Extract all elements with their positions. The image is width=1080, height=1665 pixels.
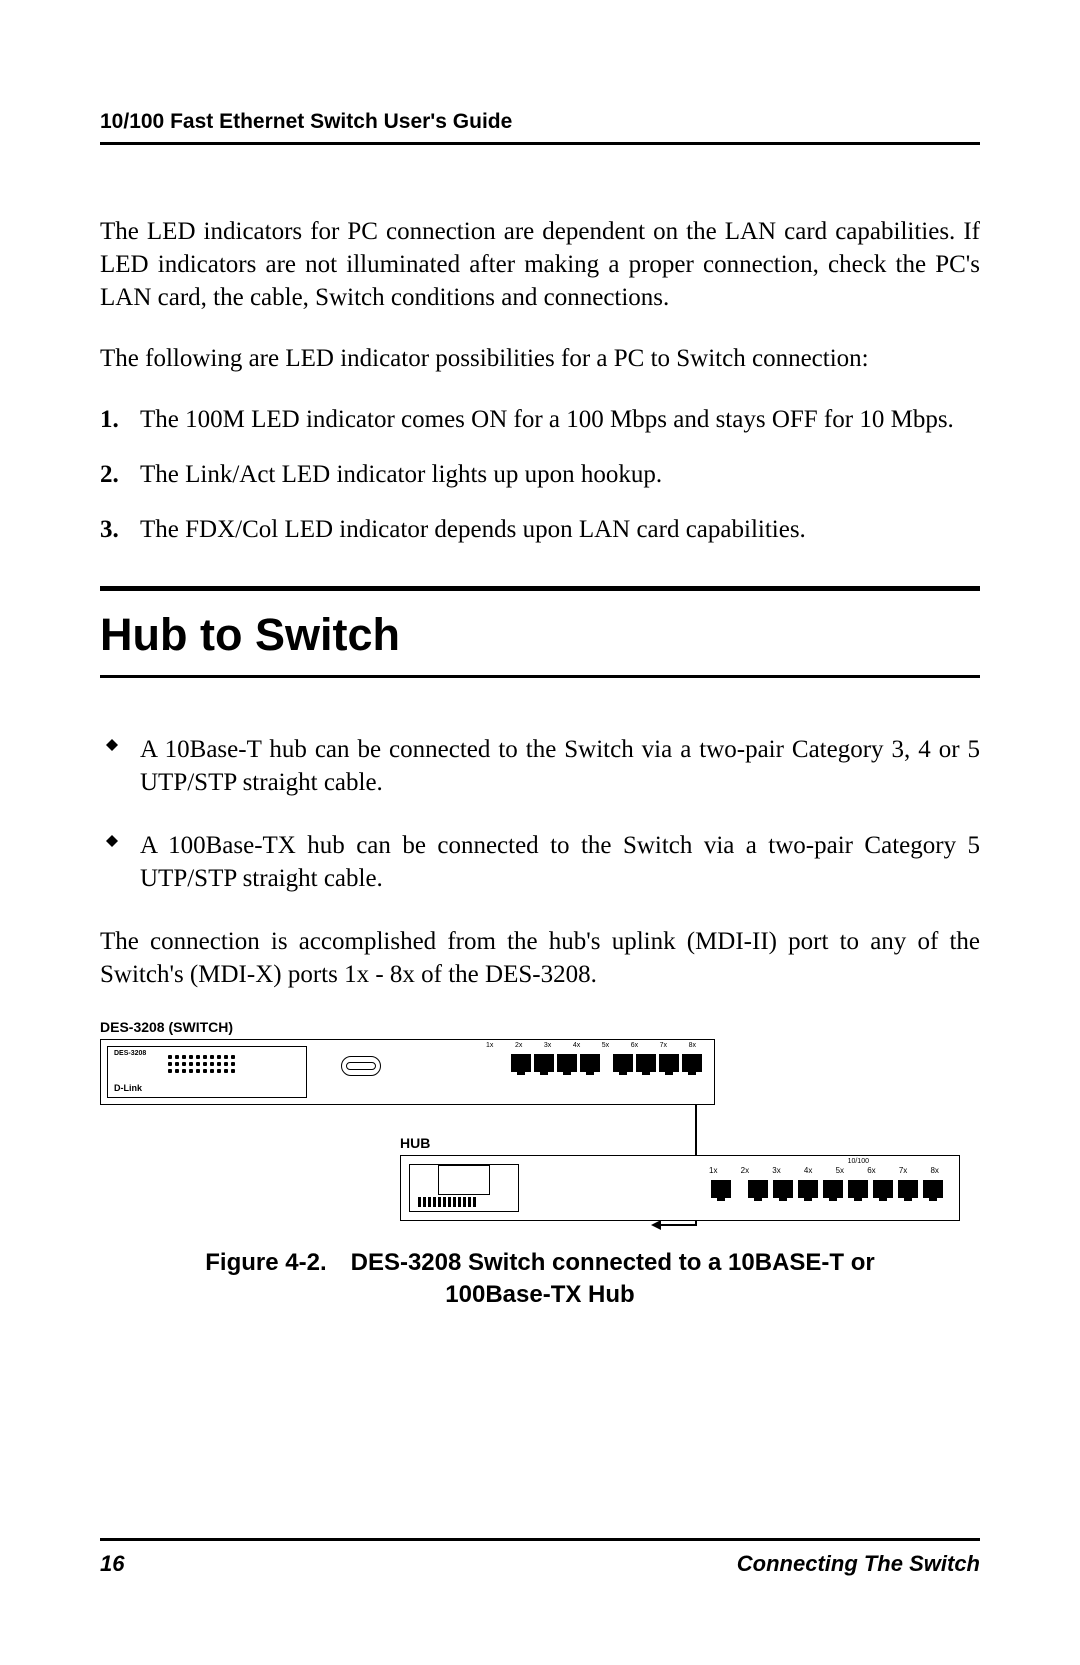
list-text: The 100M LED indicator comes ON for a 10… [140,406,954,433]
rj45-port-icon [773,1180,793,1198]
rj45-port-icon [923,1180,943,1198]
list-text: The Link/Act LED indicator lights up upo… [140,461,662,488]
rj45-port-icon [613,1054,633,1072]
hub-speed-label: 10/100 [848,1158,869,1165]
footer-section: Connecting The Switch [737,1551,980,1577]
rj45-uplink-port-icon [711,1180,731,1198]
list-text: A 100Base-TX hub can be connected to the… [140,832,980,892]
numbered-list: 1. The 100M LED indicator comes ON for a … [100,403,980,546]
rj45-port-icon [557,1054,577,1072]
rj45-port-icon [873,1180,893,1198]
rj45-port-icon [823,1180,843,1198]
list-item: 3. The FDX/Col LED indicator depends upon… [100,513,980,546]
switch-device: DES-3208 D-Link 1x2x3x4x 5x6x7x8x [100,1039,715,1105]
list-item: A 10Base-T hub can be connected to the S… [100,733,980,799]
figure-caption: Figure 4-2. DES-3208 Switch connected to… [100,1247,980,1312]
diamond-bullet-icon [106,739,118,751]
paragraph-intro: The LED indicators for PC connection are… [100,215,980,314]
led-grid-icon [168,1055,235,1073]
rj45-port-icon [636,1054,656,1072]
list-item: A 100Base-TX hub can be connected to the… [100,829,980,895]
page-number: 16 [100,1551,124,1577]
switch-front-panel: DES-3208 D-Link [107,1046,307,1098]
list-text: A 10Base-T hub can be connected to the S… [140,736,980,796]
page-footer: 16 Connecting The Switch [100,1538,980,1577]
hub-device: 10/100 1x2x3x4x 5x6x7x8x [400,1155,960,1221]
diamond-bullet-icon [106,835,118,847]
switch-model-text: DES-3208 [114,1050,146,1057]
list-text: The FDX/Col LED indicator depends upon L… [140,516,806,543]
rj45-port-icon [748,1180,768,1198]
rj45-port-icon [848,1180,868,1198]
paragraph-lead: The following are LED indicator possibil… [100,342,980,375]
rj45-port-icon [659,1054,679,1072]
paragraph-connection: The connection is accomplished from the … [100,925,980,991]
rj45-port-icon [898,1180,918,1198]
hub-port-labels: 1x2x3x4x 5x6x7x8x [709,1166,939,1175]
running-header: 10/100 Fast Ethernet Switch User's Guide [100,110,980,145]
switch-label: DES-3208 (SWITCH) [100,1019,980,1035]
page: 10/100 Fast Ethernet Switch User's Guide… [0,0,1080,1665]
rj45-port-icon [534,1054,554,1072]
figure-caption-line: 100Base-TX Hub [100,1279,980,1311]
rj45-port-icon [682,1054,702,1072]
rj45-port-icon [798,1180,818,1198]
list-number: 2. [100,458,119,491]
list-item: 1. The 100M LED indicator comes ON for a … [100,403,980,436]
brand-text: D-Link [114,1083,142,1093]
serial-port-icon [341,1056,381,1076]
hub-front-panel [409,1164,519,1212]
rj45-port-icon [580,1054,600,1072]
switch-ports [501,1054,702,1072]
switch-port-labels: 1x2x3x4x 5x6x7x8x [486,1042,696,1049]
bullet-list: A 10Base-T hub can be connected to the S… [100,733,980,895]
list-number: 1. [100,403,119,436]
list-number: 3. [100,513,119,546]
hub-ports [711,1180,943,1198]
figure-diagram: DES-3208 (SWITCH) DES-3208 D-Link 1x2x3x… [100,1019,980,1312]
rj45-port-icon [511,1054,531,1072]
list-item: 2. The Link/Act LED indicator lights up u… [100,458,980,491]
section-title: Hub to Switch [100,591,980,678]
